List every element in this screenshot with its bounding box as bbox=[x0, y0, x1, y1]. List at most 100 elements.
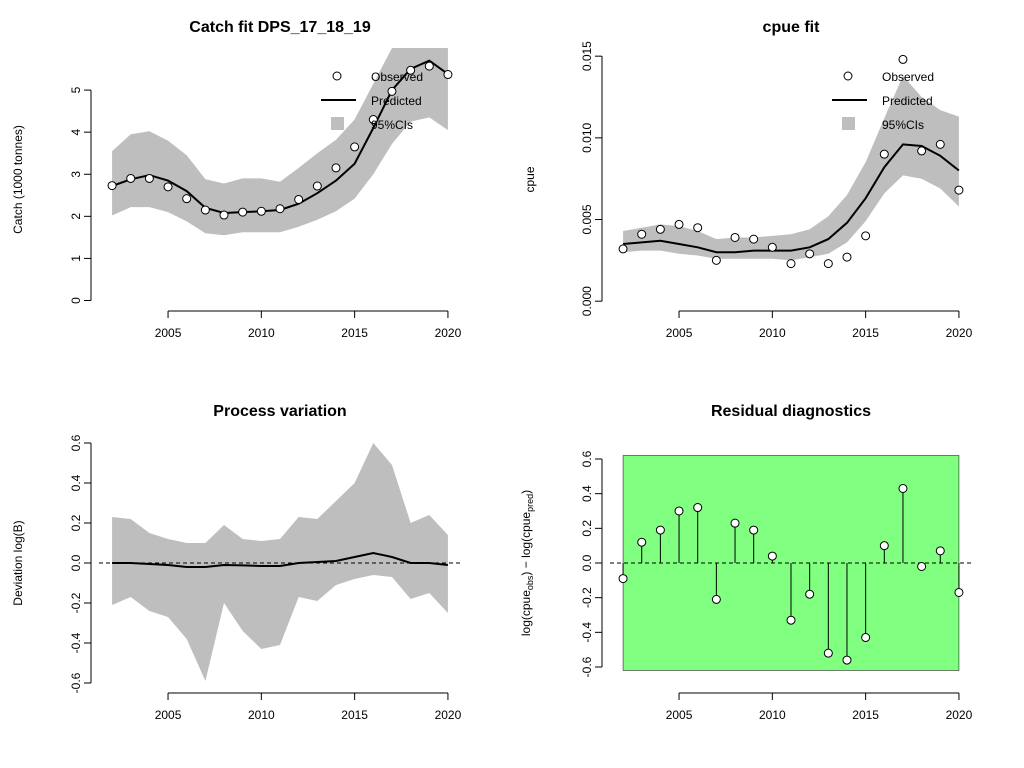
data-point bbox=[935, 139, 945, 149]
y-tick-label: 1 bbox=[69, 255, 83, 262]
x-tick-label: 2005 bbox=[666, 326, 693, 340]
x-tick-label: 2020 bbox=[435, 326, 462, 340]
y-tick-label: 0.2 bbox=[580, 520, 594, 537]
legend-observed-label: Observed bbox=[371, 70, 423, 84]
data-point bbox=[879, 149, 889, 159]
y-tick-label: -0.6 bbox=[580, 656, 594, 677]
data-point bbox=[331, 163, 341, 173]
y-axis-label-suffix: ) bbox=[519, 490, 533, 494]
data-point bbox=[655, 224, 665, 234]
y-tick-label: -0.4 bbox=[580, 622, 594, 643]
y-tick-label: -0.2 bbox=[69, 592, 83, 613]
legend-ci-symbol bbox=[331, 117, 344, 130]
x-tick-label: 2005 bbox=[155, 326, 182, 340]
data-point bbox=[107, 181, 117, 191]
data-point bbox=[767, 242, 777, 252]
data-point bbox=[861, 231, 871, 241]
y-axis-label-middle: ) − log(cpue bbox=[519, 512, 533, 576]
residual-point bbox=[637, 537, 647, 547]
data-point bbox=[256, 206, 266, 216]
x-tick-label: 2005 bbox=[666, 708, 693, 722]
data-point bbox=[898, 54, 908, 64]
x-tick-label: 2020 bbox=[435, 708, 462, 722]
data-point bbox=[200, 205, 210, 215]
data-point bbox=[842, 252, 852, 262]
chart-title: cpue fit bbox=[763, 19, 821, 36]
panel-residual-diagnostics: 2005 2010 2015 2020 -0.6 -0.4 -0.2 0.0 0.2 0.4 0.6… bbox=[519, 403, 973, 722]
data-point bbox=[350, 142, 360, 152]
residual-point bbox=[674, 506, 684, 516]
data-point bbox=[424, 61, 434, 71]
y-tick-label: 0 bbox=[69, 297, 83, 304]
y-tick-label: 0.4 bbox=[580, 485, 594, 502]
x-tick-label: 2010 bbox=[248, 326, 275, 340]
residual-point bbox=[879, 541, 889, 551]
legend-ci-label: 95%CIs bbox=[882, 118, 924, 132]
y-tick-label: 0.010 bbox=[580, 123, 594, 153]
legend-predicted-label: Predicted bbox=[371, 94, 422, 108]
y-axis-label-pred: pred bbox=[525, 494, 535, 512]
y-tick-label: -0.2 bbox=[580, 587, 594, 608]
y-tick-label: 0.0 bbox=[580, 554, 594, 571]
x-tick-label: 2010 bbox=[759, 326, 786, 340]
residual-point bbox=[711, 594, 721, 604]
residual-point bbox=[786, 615, 796, 625]
ci-band bbox=[112, 48, 448, 236]
y-tick-label: -0.6 bbox=[69, 672, 83, 693]
data-point bbox=[823, 259, 833, 269]
deviation-line bbox=[112, 551, 449, 568]
data-point bbox=[182, 194, 192, 204]
data-point bbox=[954, 185, 964, 195]
x-tick-label: 2015 bbox=[341, 708, 368, 722]
legend-predicted-label: Predicted bbox=[882, 94, 933, 108]
y-tick-label: 0.4 bbox=[69, 474, 83, 491]
x-tick-label: 2010 bbox=[248, 708, 275, 722]
panel-process-variation: 2005 2010 2015 2020 -0.6 -0.4 -0.2 0.0 0.2 0.4 0.6… bbox=[11, 403, 462, 722]
y-tick-label: 4 bbox=[69, 129, 83, 136]
ci-band bbox=[112, 443, 448, 681]
panel-cpue-fit: Observed Predicted 95%CIs 2005 2010 2015 2020 0… bbox=[523, 19, 973, 340]
data-point bbox=[786, 259, 796, 269]
y-axis-label: Deviation log(B) bbox=[11, 520, 25, 605]
residual-point bbox=[954, 587, 964, 597]
y-tick-label: 0.6 bbox=[580, 450, 594, 467]
y-axis-label-prefix: log(cpue bbox=[519, 590, 533, 636]
residual-point bbox=[655, 525, 665, 535]
residual-point bbox=[842, 655, 852, 665]
data-point bbox=[693, 223, 703, 233]
legend-observed-symbol bbox=[332, 71, 342, 81]
legend-observed-symbol bbox=[843, 71, 853, 81]
x-tick-label: 2020 bbox=[946, 708, 973, 722]
data-point bbox=[144, 173, 154, 183]
residual-point bbox=[823, 648, 833, 658]
y-tick-label: 5 bbox=[69, 86, 83, 93]
residual-point bbox=[898, 483, 908, 493]
residual-point bbox=[749, 525, 759, 535]
data-point bbox=[917, 146, 927, 156]
legend-ci-symbol bbox=[842, 117, 855, 130]
legend-observed-label: Observed bbox=[882, 70, 934, 84]
residual-point bbox=[767, 551, 777, 561]
data-point bbox=[294, 194, 304, 204]
data-point bbox=[637, 229, 647, 239]
data-point bbox=[730, 232, 740, 242]
residual-point bbox=[730, 518, 740, 528]
data-point bbox=[443, 70, 453, 80]
data-point bbox=[368, 115, 378, 125]
data-point bbox=[219, 210, 229, 220]
residual-point bbox=[861, 633, 871, 643]
panel-catch-fit: Observed Predicted 95%CIs 2005 2010 2015 2020 0… bbox=[11, 19, 462, 340]
x-tick-label: 2015 bbox=[852, 326, 879, 340]
data-point bbox=[711, 255, 721, 265]
y-axis-label: log(cpueobs) − log(cpuepred) bbox=[519, 490, 535, 636]
residual-point bbox=[805, 589, 815, 599]
residual-point bbox=[917, 561, 927, 571]
data-point bbox=[126, 173, 136, 183]
chart-title: Residual diagnostics bbox=[711, 403, 871, 420]
chart-title: Catch fit DPS_17_18_19 bbox=[189, 19, 371, 36]
y-tick-label: 0.005 bbox=[580, 204, 594, 234]
data-point bbox=[163, 182, 173, 192]
data-point bbox=[238, 207, 248, 217]
y-tick-label: 2 bbox=[69, 213, 83, 220]
